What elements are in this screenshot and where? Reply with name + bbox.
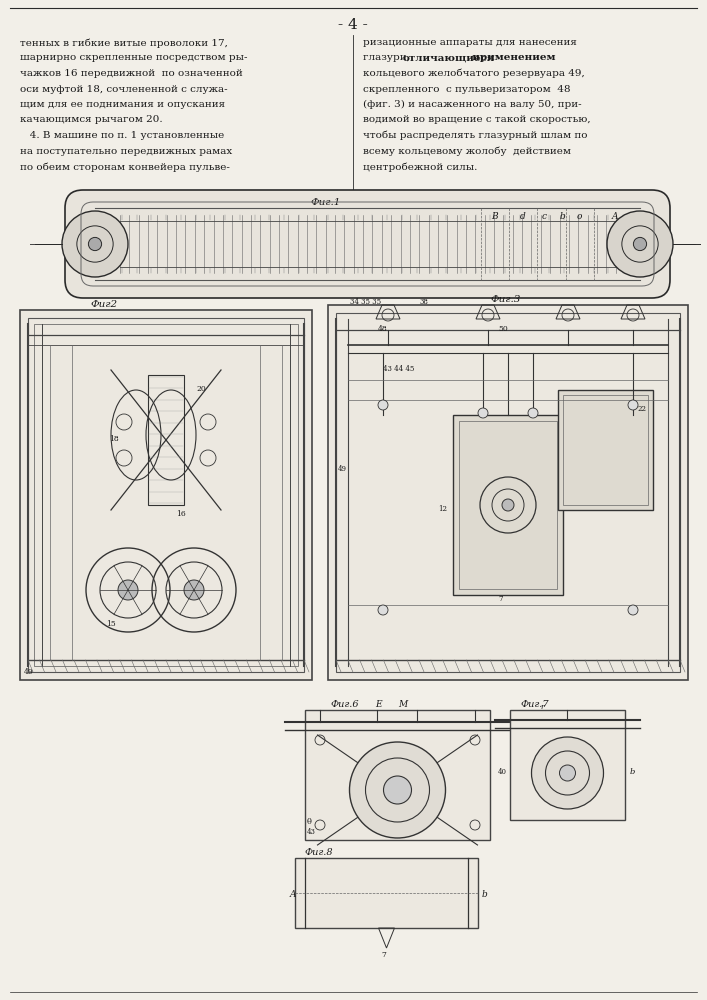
- Text: M: M: [398, 700, 407, 709]
- Text: 16: 16: [176, 510, 186, 518]
- Text: всему кольцевому жолобу  действием: всему кольцевому жолобу действием: [363, 146, 571, 156]
- Text: r: r: [540, 703, 544, 711]
- Text: 50: 50: [498, 325, 508, 333]
- Bar: [558, 390, 653, 510]
- Bar: [336, 313, 680, 672]
- Bar: [453, 415, 563, 595]
- Circle shape: [478, 408, 488, 418]
- Text: o: o: [577, 212, 583, 221]
- Circle shape: [502, 499, 514, 511]
- Text: E: E: [375, 700, 382, 709]
- Text: 4. В машине по п. 1 установленные: 4. В машине по п. 1 установленные: [20, 131, 224, 140]
- Circle shape: [628, 605, 638, 615]
- Bar: [459, 421, 557, 589]
- Text: 43 44 45: 43 44 45: [383, 365, 414, 373]
- Text: Фиг.3: Фиг.3: [490, 295, 520, 304]
- Bar: [148, 375, 184, 505]
- Text: A: A: [612, 212, 619, 221]
- Bar: [328, 305, 688, 680]
- Circle shape: [88, 237, 102, 251]
- Circle shape: [118, 580, 138, 600]
- Text: - 4 -: - 4 -: [338, 18, 368, 32]
- Circle shape: [559, 765, 575, 781]
- Text: 7: 7: [382, 951, 386, 959]
- Text: 12: 12: [438, 505, 447, 513]
- Text: 34 35 35: 34 35 35: [350, 298, 381, 306]
- Bar: [34, 324, 298, 666]
- Text: применением: применением: [464, 53, 555, 62]
- Text: c: c: [542, 212, 547, 221]
- Circle shape: [383, 776, 411, 804]
- Bar: [305, 710, 490, 840]
- Circle shape: [62, 211, 128, 277]
- Bar: [28, 318, 304, 672]
- Text: Фиг.6: Фиг.6: [330, 700, 358, 709]
- Text: чажков 16 передвижной  по означенной: чажков 16 передвижной по означенной: [20, 69, 243, 78]
- Text: скрепленного  с пульверизатором  48: скрепленного с пульверизатором 48: [363, 85, 571, 94]
- Text: Фиг2: Фиг2: [90, 300, 117, 309]
- Text: 43: 43: [307, 828, 316, 836]
- Text: щим для ее поднимания и опускания: щим для ее поднимания и опускания: [20, 100, 225, 109]
- Text: отличающиеся: отличающиеся: [402, 53, 494, 62]
- Text: глазури,: глазури,: [363, 53, 413, 62]
- Circle shape: [633, 237, 647, 251]
- Text: 48: 48: [378, 325, 387, 333]
- Text: (фиг. 3) и насаженного на валу 50, при-: (фиг. 3) и насаженного на валу 50, при-: [363, 100, 582, 109]
- Circle shape: [349, 742, 445, 838]
- Text: 38: 38: [420, 298, 429, 306]
- Text: чтобы распределять глазурный шлам по: чтобы распределять глазурный шлам по: [363, 131, 588, 140]
- FancyBboxPatch shape: [65, 190, 670, 298]
- Circle shape: [607, 211, 673, 277]
- Text: 49: 49: [24, 668, 34, 676]
- Text: 18: 18: [109, 435, 119, 443]
- Text: Фиг.7: Фиг.7: [520, 700, 549, 709]
- Text: b: b: [630, 768, 636, 776]
- Text: θ: θ: [307, 818, 312, 826]
- Bar: [20, 310, 312, 680]
- Text: кольцевого желобчатого резервуара 49,: кольцевого желобчатого резервуара 49,: [363, 69, 585, 79]
- Circle shape: [378, 605, 388, 615]
- Text: Фиг.1: Фиг.1: [310, 198, 340, 207]
- Circle shape: [184, 580, 204, 600]
- Text: 20: 20: [196, 385, 206, 393]
- Text: на поступательно передвижных рамах: на поступательно передвижных рамах: [20, 146, 233, 155]
- Text: Фиг.8: Фиг.8: [304, 848, 332, 857]
- Text: 22: 22: [638, 405, 647, 413]
- Text: d: d: [520, 212, 526, 221]
- Text: 40: 40: [498, 768, 507, 776]
- Text: по обеим сторонам конвейера пульве-: по обеим сторонам конвейера пульве-: [20, 162, 230, 172]
- Circle shape: [378, 400, 388, 410]
- Bar: [563, 395, 648, 505]
- Text: b: b: [559, 212, 565, 221]
- Text: ризационные аппараты для нанесения: ризационные аппараты для нанесения: [363, 38, 577, 47]
- Text: оси муфтой 18, сочлененной с служа-: оси муфтой 18, сочлененной с служа-: [20, 85, 228, 94]
- Text: тенных в гибкие витые проволоки 17,: тенных в гибкие витые проволоки 17,: [20, 38, 228, 47]
- Text: A: A: [290, 890, 296, 899]
- Text: 7: 7: [498, 595, 503, 603]
- Text: b: b: [482, 890, 488, 899]
- Text: 49: 49: [338, 465, 347, 473]
- Circle shape: [628, 400, 638, 410]
- Text: центробежной силы.: центробежной силы.: [363, 162, 477, 172]
- Circle shape: [528, 408, 538, 418]
- Text: качающимся рычагом 20.: качающимся рычагом 20.: [20, 115, 163, 124]
- Text: 15: 15: [106, 620, 116, 628]
- Bar: [295, 858, 478, 928]
- Circle shape: [532, 737, 604, 809]
- Text: шарнирно скрепленные посредством ры-: шарнирно скрепленные посредством ры-: [20, 53, 247, 62]
- Text: водимой во вращение с такой скоростью,: водимой во вращение с такой скоростью,: [363, 115, 590, 124]
- Text: B: B: [491, 212, 498, 221]
- Bar: [510, 710, 625, 820]
